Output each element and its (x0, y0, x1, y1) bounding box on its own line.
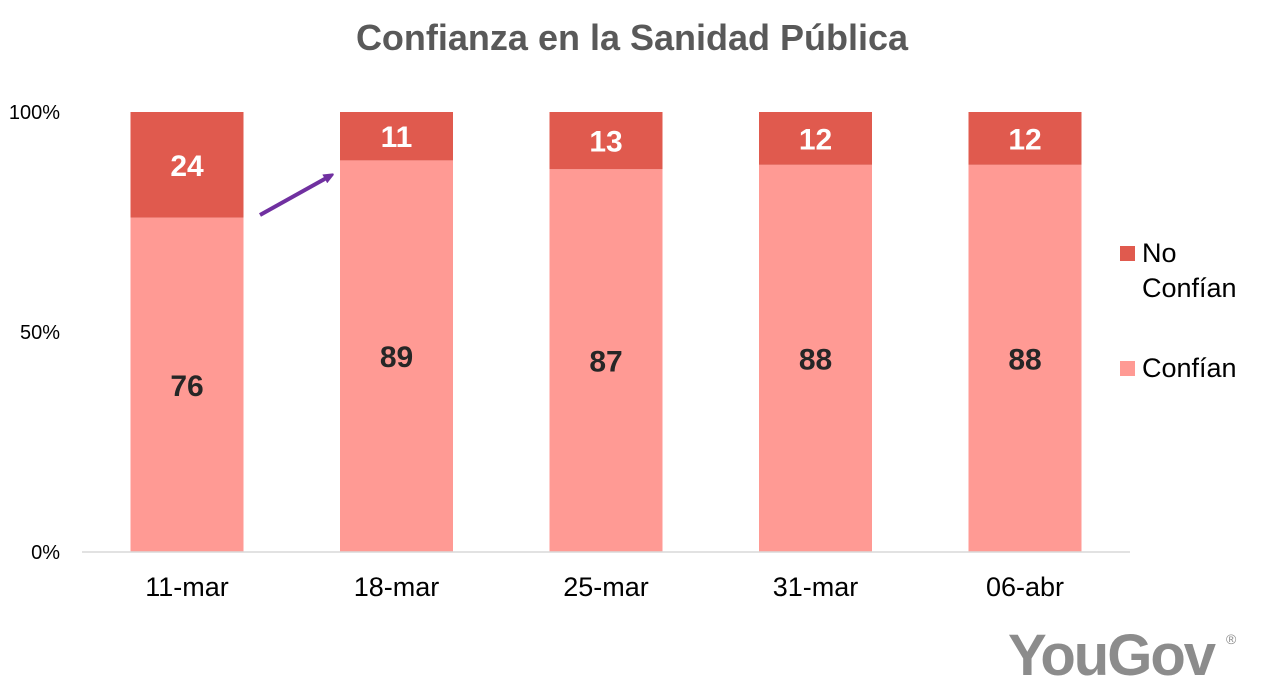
x-axis: 11-mar 18-mar 25-mar 31-mar 06-abr (145, 572, 1064, 602)
data-label-conf-an: 87 (589, 346, 622, 379)
data-label-no-conf-an: 12 (1008, 123, 1041, 156)
y-tick-label: 100% (9, 102, 60, 124)
bar-no-conf-an (340, 112, 453, 161)
legend-swatch-no-confian (1120, 246, 1135, 261)
bar-conf-an (340, 160, 453, 552)
bars: 76 24 89 11 87 13 88 12 88 12 (130, 112, 1082, 553)
legend-label-no-confian-line2: Confían (1142, 273, 1237, 303)
data-label-no-conf-an: 13 (589, 126, 622, 159)
legend: No Confían Confían (1120, 238, 1237, 383)
bar-conf-an (968, 164, 1082, 553)
data-label-conf-an: 89 (380, 341, 413, 374)
x-tick-label: 06-abr (986, 572, 1064, 602)
chart-title: Confianza en la Sanidad Pública (356, 17, 909, 58)
x-tick-label: 31-mar (773, 572, 859, 602)
data-label-conf-an: 88 (799, 343, 832, 376)
data-label-no-conf-an: 12 (799, 123, 832, 156)
data-label-no-conf-an: 24 (170, 150, 204, 183)
trend-arrow (259, 176, 330, 217)
bar-conf-an (130, 217, 244, 552)
yougov-logo: YouGov ® (1008, 623, 1237, 678)
yougov-logo-text: YouGov (1008, 623, 1216, 678)
legend-label-no-confian-line1: No (1142, 238, 1177, 268)
y-axis: 0% 50% 100% (9, 102, 60, 564)
bar-conf-an (759, 164, 872, 553)
y-tick-label: 0% (31, 542, 60, 564)
y-tick-label: 50% (20, 322, 60, 344)
x-tick-label: 11-mar (145, 572, 229, 602)
bar-no-conf-an (968, 112, 1082, 165)
bar-no-conf-an (549, 112, 663, 170)
bar-conf-an (549, 169, 663, 552)
x-tick-label: 18-mar (354, 572, 440, 602)
bar-no-conf-an (759, 112, 872, 165)
bar-no-conf-an (130, 112, 244, 218)
legend-swatch-confian (1120, 361, 1135, 376)
data-label-conf-an: 88 (1008, 343, 1041, 376)
x-tick-label: 25-mar (563, 572, 649, 602)
registered-mark: ® (1226, 631, 1237, 647)
legend-label-confian: Confían (1142, 353, 1237, 383)
data-label-conf-an: 76 (170, 370, 203, 403)
data-label-no-conf-an: 11 (381, 121, 413, 154)
